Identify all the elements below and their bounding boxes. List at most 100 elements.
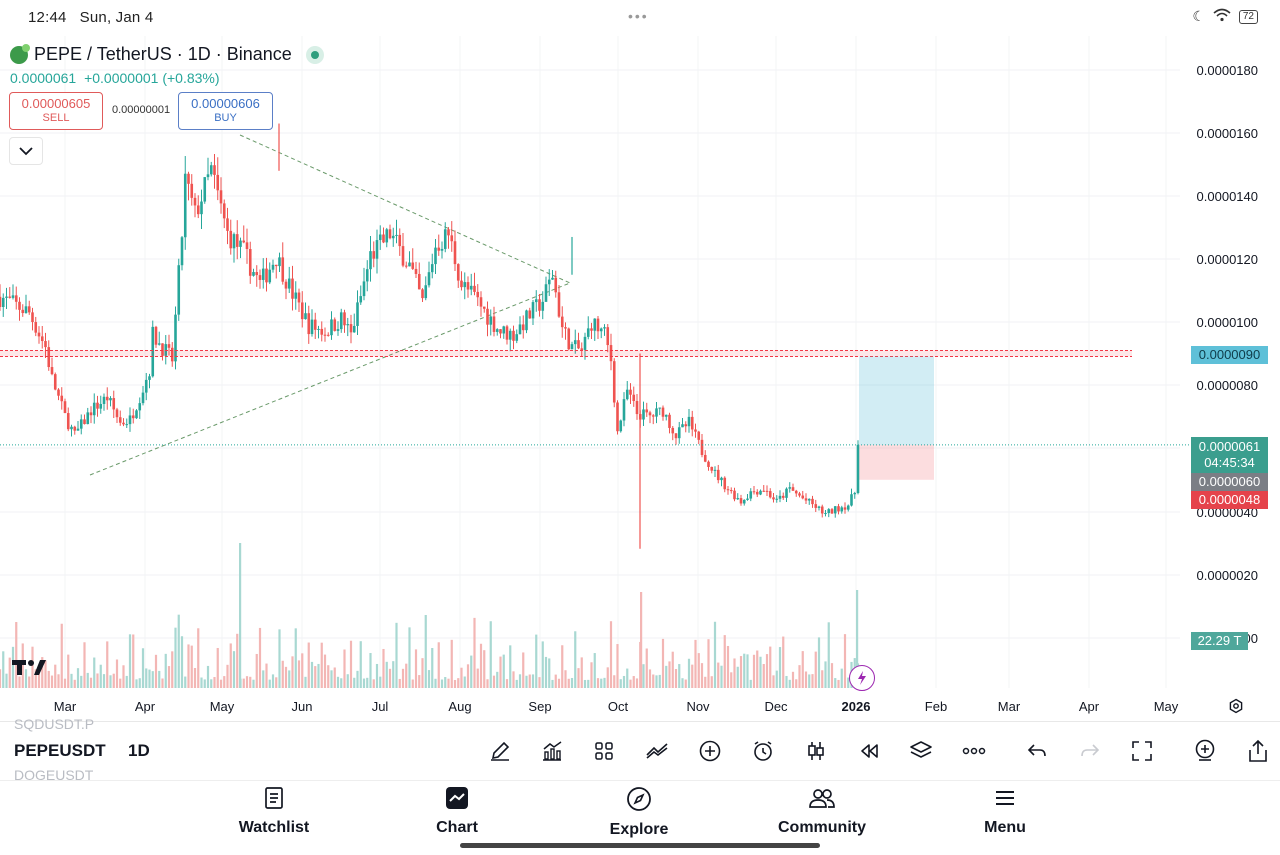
collapse-button[interactable] xyxy=(9,137,43,165)
candle-body xyxy=(200,201,203,215)
indicators-icon[interactable] xyxy=(537,736,567,766)
alarm-clock-icon[interactable] xyxy=(748,736,778,766)
candle-body xyxy=(645,409,649,413)
candle-body xyxy=(742,499,746,504)
volume-bar xyxy=(681,678,684,688)
lightning-icon[interactable] xyxy=(849,665,875,691)
volume-bar xyxy=(330,670,333,688)
nav-community[interactable]: Community xyxy=(762,786,882,837)
settings-gear-icon[interactable] xyxy=(1228,698,1244,719)
candles-type-icon[interactable] xyxy=(801,736,831,766)
volume-bar xyxy=(470,655,473,688)
interval-selector[interactable]: 1D xyxy=(128,741,150,760)
candle-body xyxy=(8,296,12,298)
candle-body xyxy=(479,297,483,307)
volume-bar xyxy=(473,617,476,688)
volume-bar xyxy=(704,676,707,688)
more-dots-icon[interactable]: ••• xyxy=(628,8,649,24)
nav-label: Explore xyxy=(609,821,669,838)
candle-body xyxy=(710,466,714,471)
time-label: 2026 xyxy=(841,699,871,714)
add-plus-icon[interactable] xyxy=(695,736,725,766)
add-watch-icon[interactable] xyxy=(1190,736,1220,766)
candle-body xyxy=(401,246,405,266)
more-options-icon[interactable] xyxy=(959,736,989,766)
candle-body xyxy=(655,408,658,417)
candle-body xyxy=(781,495,785,498)
candle-body xyxy=(642,409,645,420)
candle-body xyxy=(632,394,636,402)
volume-bar xyxy=(67,654,70,688)
nav-menu[interactable]: Menu xyxy=(945,786,1065,837)
volume-bar xyxy=(28,676,31,688)
current-price-tag: 0.0000061 04:45:34 xyxy=(1191,437,1268,473)
volume-bar xyxy=(372,679,375,688)
chevron-down-icon xyxy=(19,146,33,155)
nav-explore[interactable]: Explore xyxy=(579,786,699,839)
share-icon[interactable] xyxy=(1243,736,1273,766)
undo-icon[interactable] xyxy=(1022,736,1052,766)
fullscreen-icon[interactable] xyxy=(1127,736,1157,766)
volume-bar xyxy=(788,679,791,688)
candle-body xyxy=(547,279,551,285)
compass-icon xyxy=(627,787,651,811)
candle-body xyxy=(76,428,80,431)
volume-bar xyxy=(544,656,548,688)
volume-bar xyxy=(577,668,580,688)
buy-button[interactable]: 0.00000606 BUY xyxy=(178,92,273,130)
candle-body xyxy=(248,249,252,276)
compare-icon[interactable] xyxy=(642,736,672,766)
nav-chart[interactable]: Chart xyxy=(397,786,517,837)
nav-watchlist[interactable]: Watchlist xyxy=(214,786,334,837)
drawing-pencil-icon[interactable] xyxy=(485,736,515,766)
community-icon xyxy=(809,789,835,808)
volume-bar xyxy=(258,627,262,688)
candle-body xyxy=(274,264,278,267)
volume-bar xyxy=(297,660,301,688)
volume-bar xyxy=(613,675,616,688)
candle-body xyxy=(486,308,489,325)
symbol-header[interactable]: PEPE / TetherUS · 1D · Binance xyxy=(10,43,324,65)
candle-body xyxy=(616,402,619,432)
volume-bar xyxy=(346,674,349,688)
volume-bar xyxy=(167,666,171,688)
volume-bar xyxy=(697,653,700,688)
price-chart[interactable] xyxy=(0,36,1280,692)
volume-bar xyxy=(437,642,440,688)
watchlist-icon xyxy=(265,787,283,809)
candle-body xyxy=(765,490,769,492)
layers-icon[interactable] xyxy=(906,736,936,766)
volume-bar xyxy=(34,669,37,688)
candle-body xyxy=(378,234,382,241)
candle-body xyxy=(573,340,577,345)
volume-bar xyxy=(658,674,661,688)
templates-grid-icon[interactable] xyxy=(589,736,619,766)
volume-bar xyxy=(138,678,141,688)
volume-bar xyxy=(239,543,242,688)
volume-bar xyxy=(8,657,11,688)
candle-body xyxy=(752,491,756,493)
volume-bar xyxy=(583,679,587,688)
divider xyxy=(0,780,1280,781)
candle-body xyxy=(138,403,142,411)
candle-body xyxy=(846,505,850,510)
sell-button[interactable]: 0.00000605 SELL xyxy=(9,92,103,130)
symbol-selector[interactable]: PEPEUSDT xyxy=(14,741,106,760)
volume-bar xyxy=(206,665,210,688)
price-label: 0.0000120 xyxy=(1196,252,1258,267)
volume-bar xyxy=(626,668,629,688)
volume-bar xyxy=(398,678,401,688)
candle-body xyxy=(570,344,574,350)
candle-body xyxy=(148,376,151,380)
volume-bar xyxy=(262,670,265,688)
volume-bar xyxy=(141,648,145,688)
candle-body xyxy=(99,403,103,409)
volume-bar xyxy=(525,675,528,688)
redo-icon[interactable] xyxy=(1075,736,1105,766)
volume-bar xyxy=(275,677,278,688)
volume-bar xyxy=(587,679,590,688)
volume-bar xyxy=(424,614,427,688)
candle-body xyxy=(92,402,96,416)
replay-rewind-icon[interactable] xyxy=(854,736,884,766)
volume-bar xyxy=(44,660,47,688)
